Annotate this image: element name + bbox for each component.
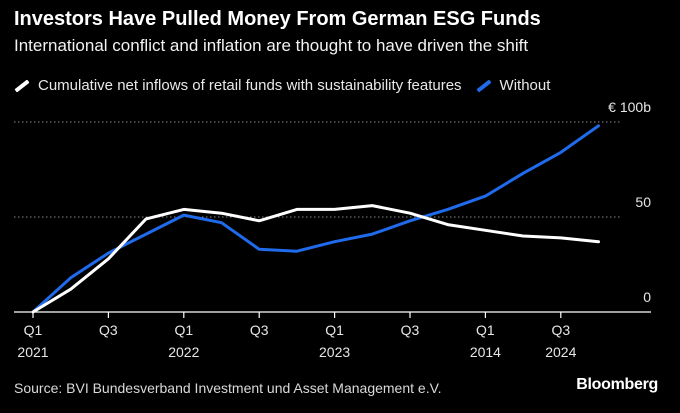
legend-label-with: Cumulative net inflows of retail funds w…	[38, 77, 462, 94]
x-tick-year-label: 2023	[319, 344, 350, 360]
x-tick-year-label: 2022	[168, 344, 199, 360]
x-tick-label: Q1	[476, 322, 495, 338]
x-tick-year-label: 2021	[17, 344, 48, 360]
series-line-without	[31, 124, 600, 314]
x-tick-year-label: 2024	[545, 344, 576, 360]
x-tick-label: Q1	[24, 322, 43, 338]
x-tick-year-label: 2014	[470, 344, 501, 360]
legend: Cumulative net inflows of retail funds w…	[14, 77, 564, 94]
x-tick-label: Q3	[401, 322, 420, 338]
chart-title: Investors Have Pulled Money From German …	[14, 8, 541, 30]
x-tick-label: Q1	[325, 322, 344, 338]
y-tick-label: 50	[635, 194, 651, 210]
bloomberg-logo: Bloomberg	[576, 376, 658, 393]
source-note: Source: BVI Bundesverband Investment und…	[14, 380, 442, 396]
x-tick-label: Q3	[250, 322, 269, 338]
y-tick-label: € 100b	[608, 99, 651, 115]
x-tick-label: Q3	[99, 322, 118, 338]
y-tick-label: 0	[643, 289, 651, 305]
legend-item-with: Cumulative net inflows of retail funds w…	[14, 77, 462, 94]
chart-subtitle: International conflict and inflation are…	[14, 36, 529, 55]
x-tick-label: Q3	[551, 322, 570, 338]
legend-label-without: Without	[499, 77, 551, 94]
legend-item-without: Without	[476, 77, 551, 94]
series-line-with-sustainability	[31, 204, 600, 314]
x-tick-label: Q1	[174, 322, 193, 338]
